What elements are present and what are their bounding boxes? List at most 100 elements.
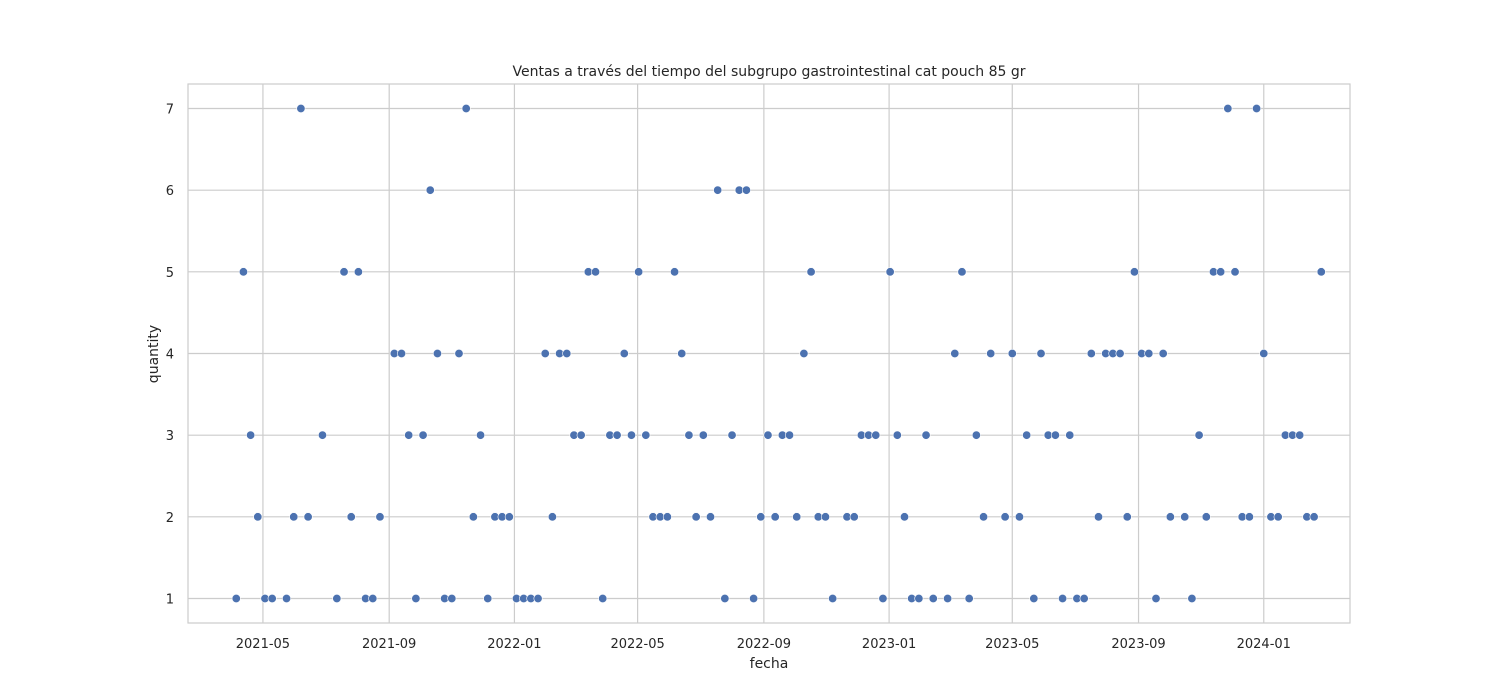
data-point — [1252, 104, 1262, 114]
data-point — [749, 593, 759, 603]
data-point — [253, 512, 263, 522]
data-point — [1273, 512, 1283, 522]
data-point — [763, 430, 773, 440]
data-point — [282, 593, 292, 603]
data-points — [231, 104, 1326, 603]
data-point — [1086, 348, 1096, 358]
data-point — [957, 267, 967, 277]
data-point — [1316, 267, 1326, 277]
data-point — [468, 512, 478, 522]
data-point — [820, 512, 830, 522]
data-point — [1194, 430, 1204, 440]
data-point — [979, 512, 989, 522]
data-point — [1014, 512, 1024, 522]
data-point — [267, 593, 277, 603]
x-tick-label: 2021-05 — [236, 637, 290, 652]
data-point — [1058, 593, 1068, 603]
x-tick-label: 2022-05 — [610, 637, 664, 652]
data-point — [576, 430, 586, 440]
y-tick-label: 6 — [166, 184, 174, 199]
data-point — [598, 593, 608, 603]
data-point — [899, 512, 909, 522]
data-point — [950, 348, 960, 358]
data-point — [1223, 104, 1233, 114]
data-point — [799, 348, 809, 358]
data-point — [878, 593, 888, 603]
data-point — [447, 593, 457, 603]
data-point — [871, 430, 881, 440]
data-point — [461, 104, 471, 114]
x-tick-label: 2021-09 — [362, 637, 416, 652]
x-axis-label: fecha — [750, 656, 789, 672]
data-point — [1065, 430, 1075, 440]
data-point — [1259, 348, 1269, 358]
data-point — [964, 593, 974, 603]
data-point — [425, 185, 435, 195]
data-point — [785, 430, 795, 440]
data-point — [1144, 348, 1154, 358]
data-point — [332, 593, 342, 603]
data-point — [1216, 267, 1226, 277]
x-tick-label: 2023-09 — [1111, 637, 1165, 652]
data-point — [238, 267, 248, 277]
data-point — [1050, 430, 1060, 440]
data-point — [454, 348, 464, 358]
x-tick-label: 2024-01 — [1237, 637, 1291, 652]
data-point — [1007, 348, 1017, 358]
data-point — [303, 512, 313, 522]
data-point — [1151, 593, 1161, 603]
chart-title: Ventas a través del tiempo del subgrupo … — [512, 64, 1025, 80]
data-point — [1165, 512, 1175, 522]
y-tick-label: 7 — [166, 103, 174, 118]
data-point — [296, 104, 306, 114]
data-point — [662, 512, 672, 522]
data-point — [504, 512, 514, 522]
data-point — [1244, 512, 1254, 522]
data-point — [677, 348, 687, 358]
x-tick-label: 2022-09 — [737, 637, 791, 652]
data-point — [770, 512, 780, 522]
data-point — [346, 512, 356, 522]
data-point — [591, 267, 601, 277]
x-axis-ticks: 2021-05 2021-09 2022-01 2022-05 2022-09 2023-… — [236, 637, 1291, 652]
data-point — [1230, 267, 1240, 277]
data-point — [404, 430, 414, 440]
grid — [188, 84, 1350, 623]
data-point — [619, 348, 629, 358]
data-point — [231, 593, 241, 603]
x-tick-label: 2022-01 — [487, 637, 541, 652]
y-tick-label: 5 — [166, 266, 174, 281]
y-tick-label: 2 — [166, 511, 174, 526]
data-point — [1115, 348, 1125, 358]
data-point — [921, 430, 931, 440]
data-point — [720, 593, 730, 603]
data-point — [411, 593, 421, 603]
data-point — [1122, 512, 1132, 522]
x-tick-label: 2023-05 — [985, 637, 1039, 652]
data-point — [626, 430, 636, 440]
data-point — [792, 512, 802, 522]
data-point — [289, 512, 299, 522]
data-point — [756, 512, 766, 522]
data-point — [353, 267, 363, 277]
y-tick-label: 4 — [166, 348, 174, 363]
data-point — [1029, 593, 1039, 603]
data-point — [483, 593, 493, 603]
plot-frame — [187, 83, 1351, 624]
x-tick-label: 2023-01 — [862, 637, 916, 652]
data-point — [368, 593, 378, 603]
data-point — [806, 267, 816, 277]
y-tick-label: 3 — [166, 429, 174, 444]
data-point — [547, 512, 557, 522]
data-point — [1180, 512, 1190, 522]
data-point — [914, 593, 924, 603]
y-axis-ticks: 1 2 3 4 5 6 7 — [166, 103, 174, 608]
data-point — [476, 430, 486, 440]
data-point — [1036, 348, 1046, 358]
data-point — [1094, 512, 1104, 522]
data-point — [691, 512, 701, 522]
y-axis-label: quantity — [146, 325, 162, 383]
data-point — [1187, 593, 1197, 603]
data-point — [1000, 512, 1010, 522]
